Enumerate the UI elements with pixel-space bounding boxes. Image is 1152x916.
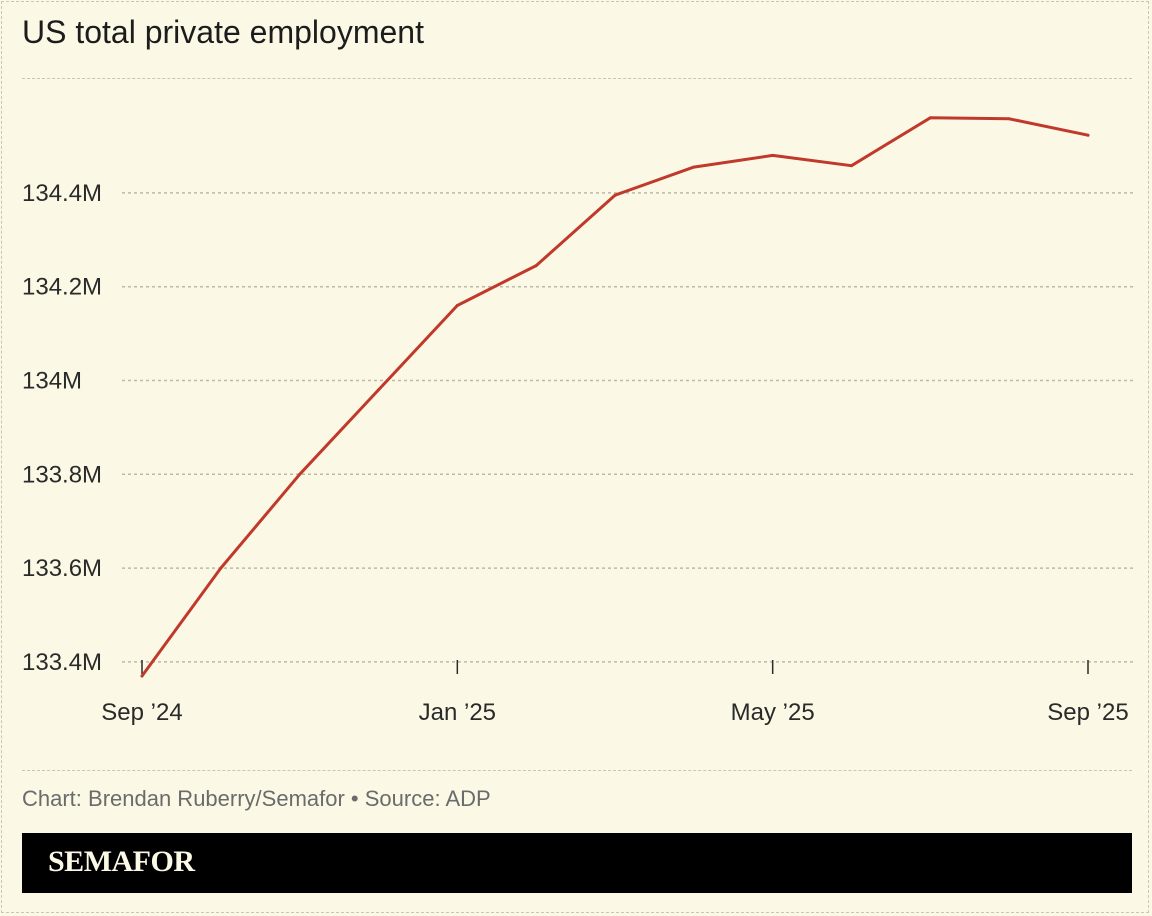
title-divider xyxy=(22,78,1132,79)
y-tick-label: 134.2M xyxy=(22,274,102,301)
y-tick-label: 133.4M xyxy=(22,649,102,676)
y-tick-label: 134M xyxy=(22,368,82,395)
data-point xyxy=(219,566,223,570)
y-tick-label: 133.8M xyxy=(22,461,102,488)
data-point xyxy=(140,674,144,678)
data-point xyxy=(377,388,380,392)
employment-line xyxy=(140,116,1090,678)
brand-logo: SEMAFOR xyxy=(48,845,195,878)
x-tick-label: Jan ’25 xyxy=(419,699,496,726)
chart-title: US total private employment xyxy=(22,14,424,50)
brand-bar: SEMAFOR xyxy=(22,833,1132,893)
data-point xyxy=(1086,133,1090,137)
data-point xyxy=(850,164,853,168)
data-point xyxy=(298,472,302,476)
data-point xyxy=(1007,117,1011,121)
line-chart: 133.4M 133.6M 133.8M 134M 134.2M 134.4M Sep ’2… xyxy=(22,116,1134,726)
footer-divider xyxy=(22,770,1132,771)
x-tick-label: May ’25 xyxy=(731,699,815,726)
x-tick-label: Sep ’24 xyxy=(101,699,182,726)
data-point xyxy=(534,264,538,268)
data-point xyxy=(613,193,617,197)
x-tick-label: Sep ’25 xyxy=(1047,699,1128,726)
data-point xyxy=(771,153,775,157)
data-point xyxy=(692,165,696,169)
y-tick-label: 133.6M xyxy=(22,555,102,582)
chart-credit: Chart: Brendan Ruberry/Semafor • Source:… xyxy=(22,786,491,811)
data-point xyxy=(928,116,932,120)
y-tick-label: 134.4M xyxy=(22,180,102,207)
data-point xyxy=(455,303,459,307)
